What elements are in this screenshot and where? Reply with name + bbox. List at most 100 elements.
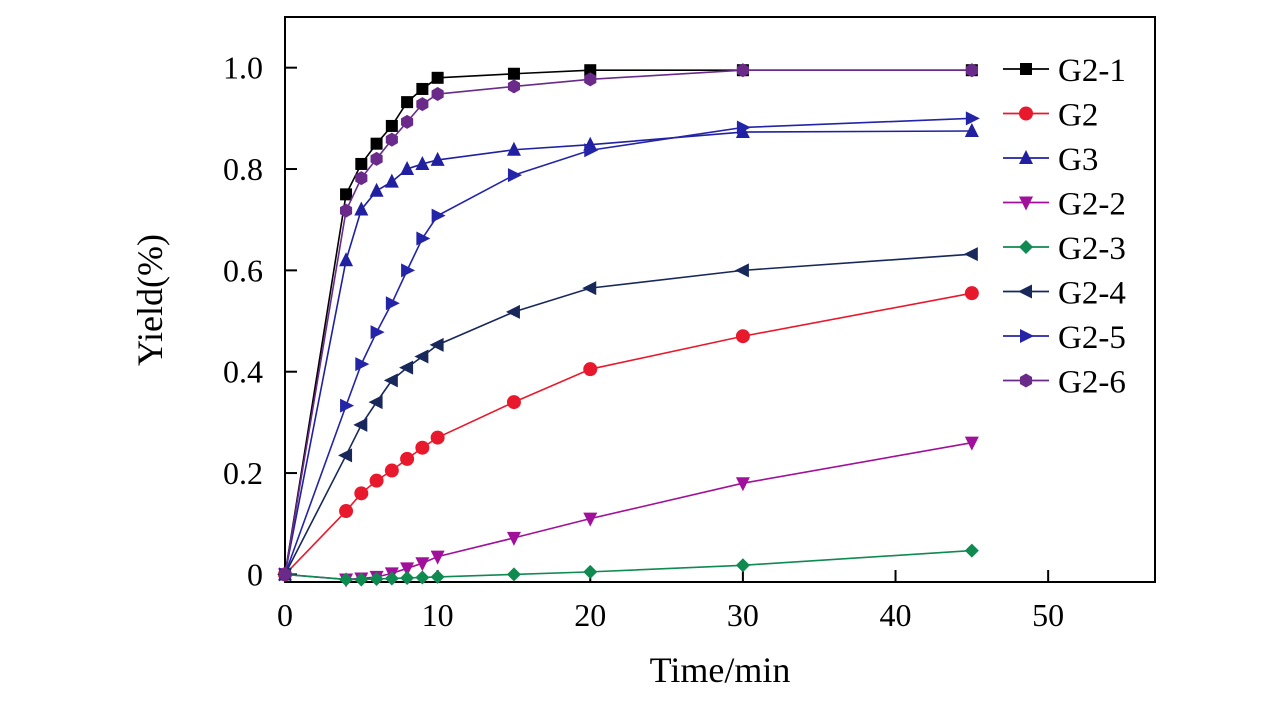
series-g2-5 <box>279 111 980 582</box>
y-tick-label: 0.2 <box>223 455 263 491</box>
data-point-g2-2 <box>964 436 979 451</box>
data-point-g2 <box>964 286 979 301</box>
data-point-g2-5 <box>355 357 370 372</box>
data-point-g2-1 <box>340 188 353 201</box>
data-point-g2 <box>583 362 598 377</box>
data-point-g3 <box>430 151 445 166</box>
x-axis: 0 10 20 30 40 50 <box>277 570 1064 633</box>
data-point-g2-5 <box>401 263 416 278</box>
data-point-g2-3 <box>964 543 979 558</box>
x-tick-label: 0 <box>277 597 293 633</box>
data-point-g2-3 <box>339 572 354 587</box>
data-point-g2-2 <box>400 562 415 577</box>
y-tick-label: 0.8 <box>223 151 263 187</box>
data-point-g3 <box>415 155 430 170</box>
data-point-g2-1 <box>431 71 444 84</box>
y-axis-title: Yield(%) <box>130 234 170 366</box>
data-point-g2-4 <box>429 337 444 352</box>
legend-item-g2-5: G2-5 <box>1003 320 1126 356</box>
data-point-g3 <box>964 123 979 138</box>
data-point-g2-6 <box>385 132 398 147</box>
legend-label-g2-6: G2-6 <box>1058 365 1126 401</box>
data-point-g2-5 <box>507 168 522 183</box>
data-point-g2-4 <box>414 349 429 364</box>
legend-marker-g2 <box>1019 106 1033 121</box>
data-point-g2-2 <box>735 477 750 492</box>
data-point-g2-5 <box>431 208 446 223</box>
y-tick-label: 0.6 <box>223 252 263 288</box>
legend-label-g2-3: G2-3 <box>1058 231 1126 267</box>
data-point-g2-4 <box>963 247 978 262</box>
data-point-g2-2 <box>415 557 430 572</box>
data-point-g2-3 <box>583 564 598 579</box>
data-point-g2-4 <box>399 360 414 375</box>
legend-item-g2-3: G2-3 <box>1003 231 1126 267</box>
data-point-g2-6 <box>416 97 429 112</box>
data-point-g2-1 <box>584 64 597 77</box>
legend-marker-g2-2 <box>1019 196 1033 211</box>
x-axis-title: Time/min <box>650 650 791 690</box>
legend-label-g2-2: G2-2 <box>1058 187 1126 223</box>
data-point-g2 <box>506 395 521 410</box>
data-point-g2-6 <box>965 63 978 78</box>
data-point-g2 <box>430 430 445 445</box>
legend-label-g2-4: G2-4 <box>1058 276 1126 312</box>
data-point-g2 <box>735 329 750 344</box>
data-point-g2-6 <box>736 63 749 78</box>
data-point-g2-3 <box>384 571 399 586</box>
data-point-g3 <box>339 252 354 267</box>
data-point-g2-6 <box>584 72 597 87</box>
series-line-g2-6 <box>284 69 972 575</box>
data-point-g2-5 <box>584 143 599 158</box>
x-tick-label: 10 <box>422 597 454 633</box>
data-point-g2-4 <box>368 395 383 410</box>
data-point-g2-5 <box>385 296 400 311</box>
series-line-g2-2 <box>284 441 972 581</box>
data-point-g2-3 <box>400 570 415 585</box>
x-tick-label: 20 <box>574 597 606 633</box>
data-point-g2-3 <box>415 570 430 585</box>
data-point-g2-3 <box>735 558 750 573</box>
y-tick-label: 1.0 <box>223 50 263 86</box>
data-point-g3 <box>384 173 399 188</box>
data-point-g2-4 <box>338 448 353 463</box>
series-g2-4 <box>277 247 978 582</box>
data-point-g2-5 <box>965 111 980 126</box>
data-point-g2-6 <box>339 203 353 218</box>
legend-item-g2-1: G2-1 <box>1003 53 1126 89</box>
data-point-g2-3 <box>430 569 445 584</box>
data-point-g3 <box>506 141 521 156</box>
x-tick-label: 50 <box>1032 597 1064 633</box>
legend-marker-g2-1 <box>1020 63 1032 75</box>
data-point-g2 <box>369 473 384 488</box>
data-point-g3 <box>354 201 369 216</box>
data-point-g2-1 <box>370 137 383 150</box>
data-point-g2-2 <box>583 512 598 527</box>
legend: G2-1 G2 G3 G2-2 G2-3 G2-4 G2-5 G2-6 <box>1003 53 1126 401</box>
data-point-g2-4 <box>383 373 398 388</box>
x-tick-label: 40 <box>880 597 912 633</box>
data-point-g2-1 <box>401 96 414 109</box>
legend-label-g3: G3 <box>1058 142 1098 178</box>
data-point-g2 <box>400 451 415 466</box>
legend-item-g3: G3 <box>1003 142 1098 178</box>
series-g2-2 <box>278 436 979 588</box>
legend-item-g2-6: G2-6 <box>1003 365 1126 401</box>
data-point-g2-1 <box>355 157 368 170</box>
data-point-g2-5 <box>736 120 751 135</box>
series-g2-3 <box>278 543 979 587</box>
series-line-g2-1 <box>284 69 972 575</box>
y-tick-label: 0 <box>247 556 263 592</box>
series-line-g2-5 <box>284 117 972 575</box>
data-point-g2-6 <box>431 87 444 102</box>
data-point-g2-4 <box>353 417 368 432</box>
data-point-g2-5 <box>416 231 431 246</box>
series-line-g3 <box>284 130 972 575</box>
legend-marker-g2-3 <box>1019 240 1033 254</box>
data-point-g2-5 <box>370 325 385 340</box>
data-point-g2 <box>384 463 399 478</box>
series-line-g2-3 <box>284 549 972 581</box>
data-point-g2 <box>354 486 369 501</box>
series-line-g2-4 <box>284 253 972 575</box>
